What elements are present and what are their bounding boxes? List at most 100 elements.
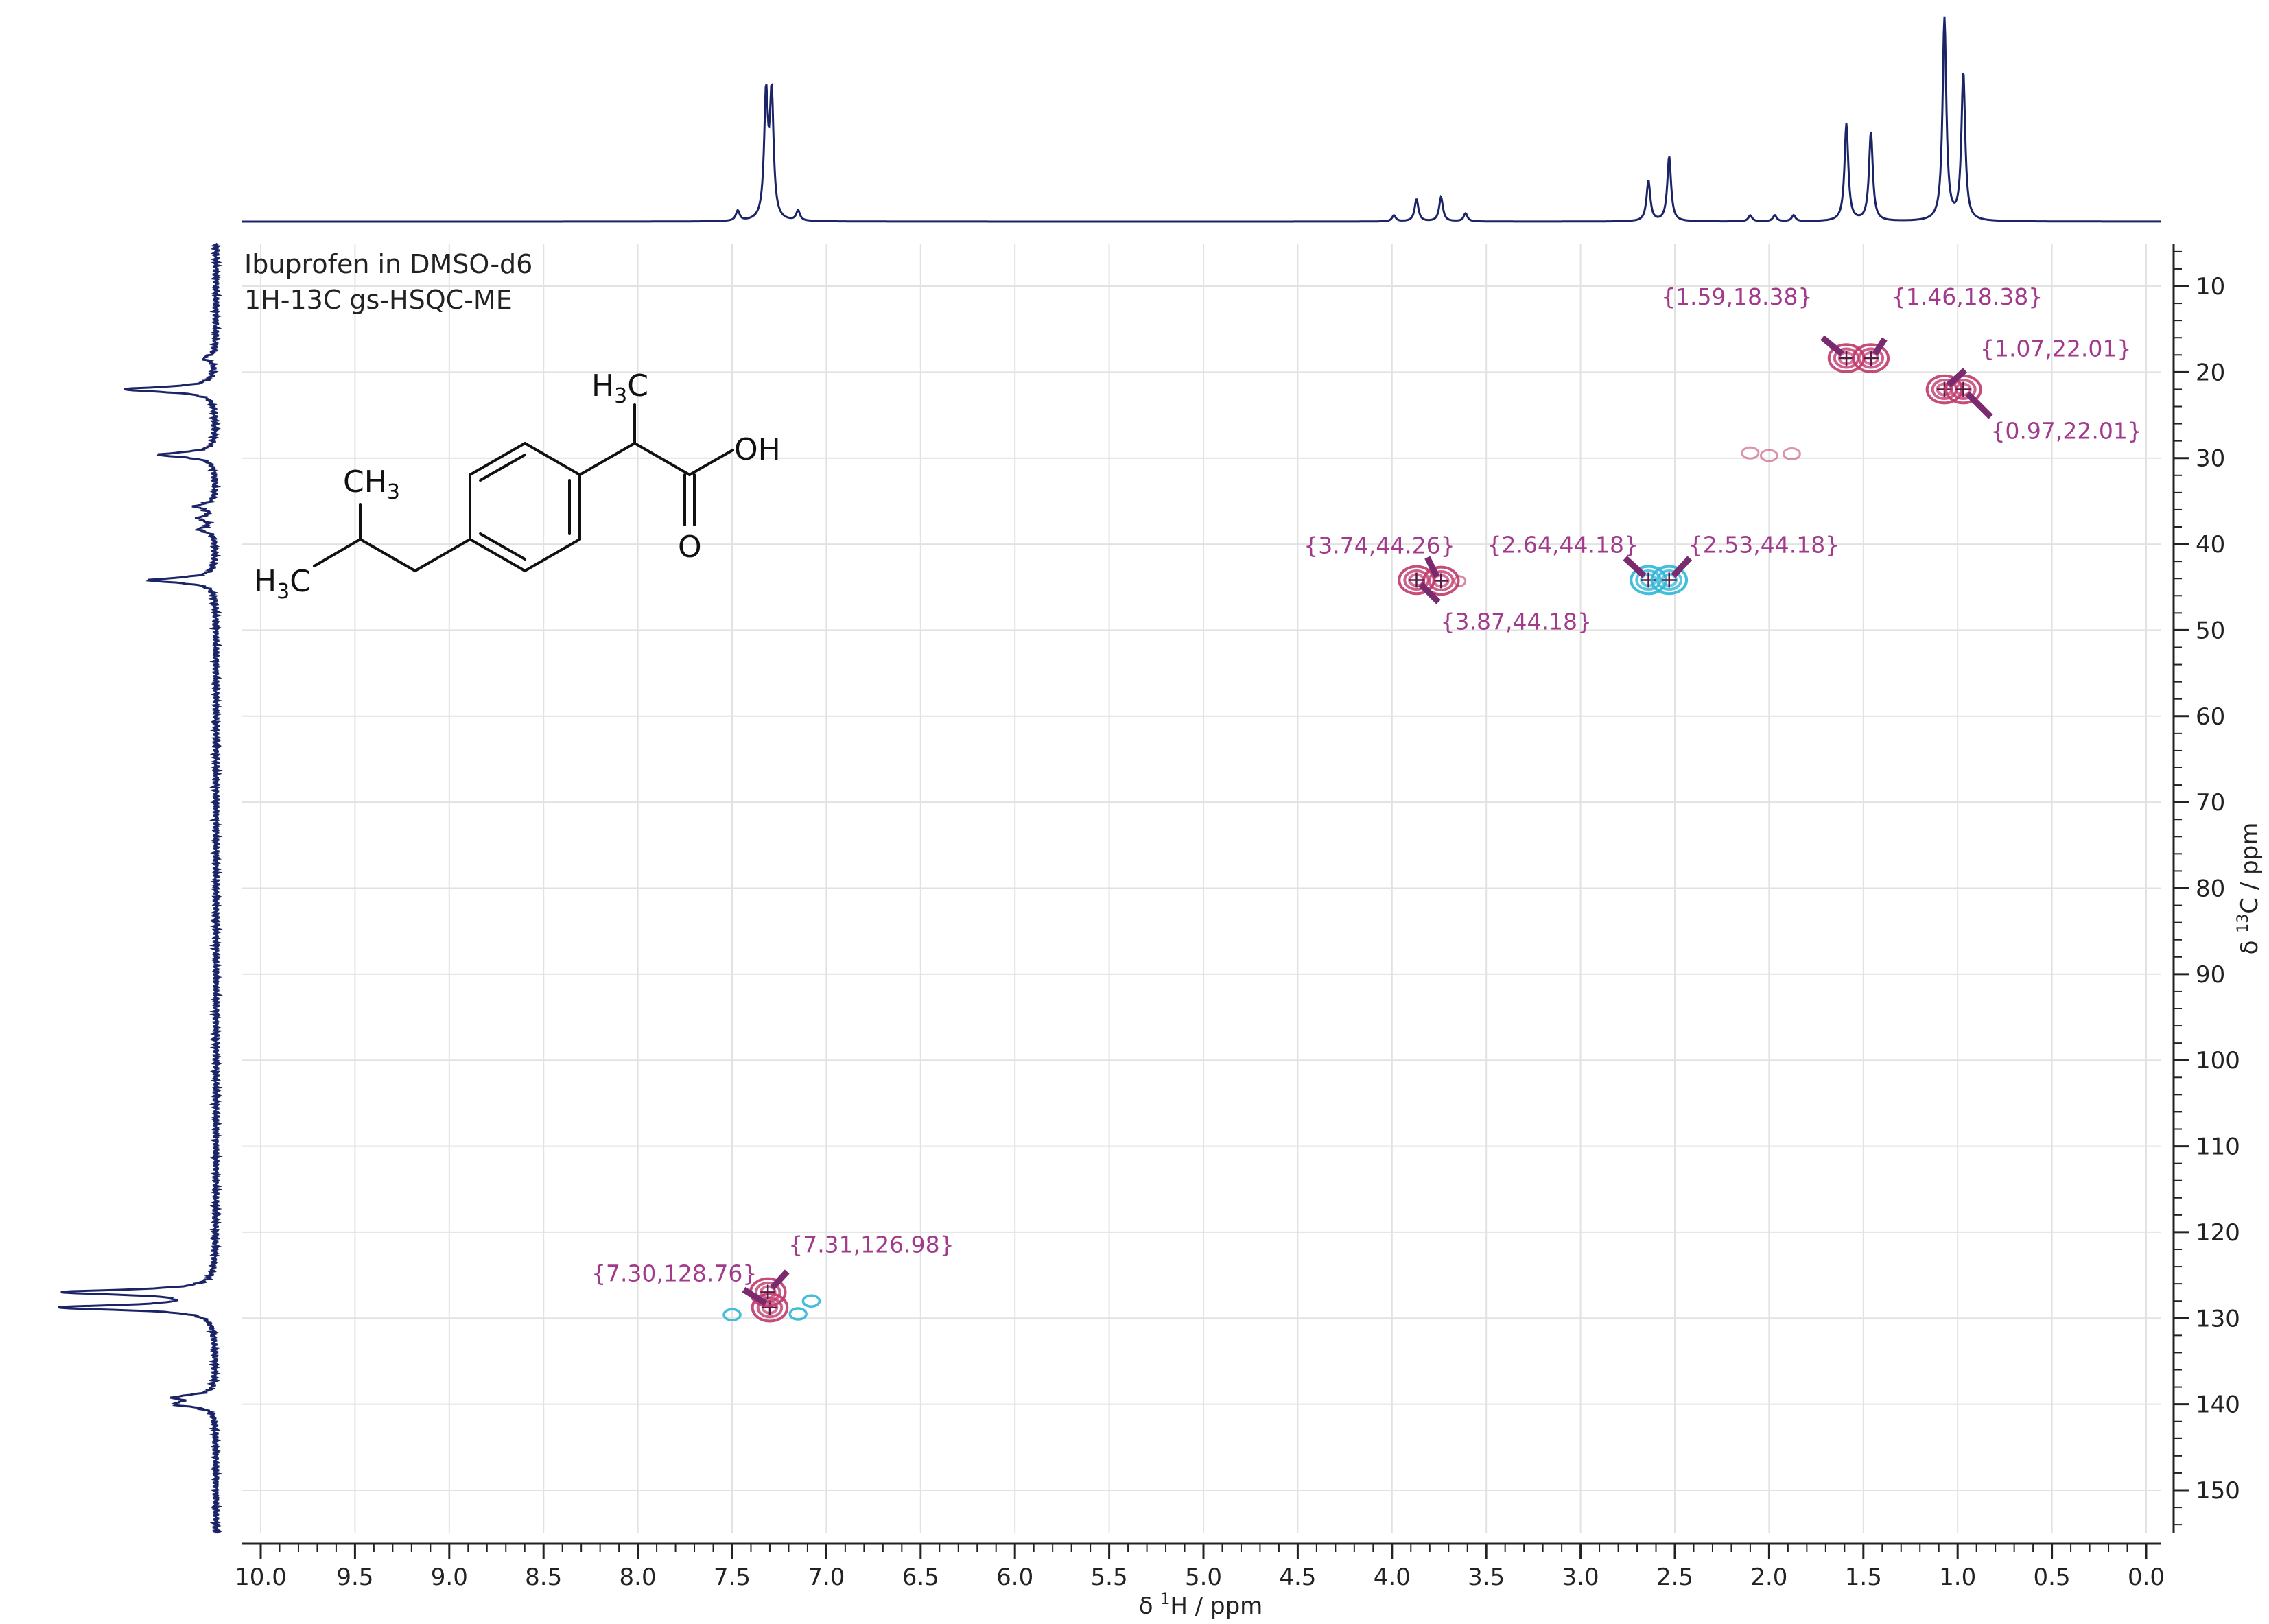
contour-ring <box>1656 569 1683 591</box>
x-tick-label: 1.0 <box>1939 1564 1976 1591</box>
contour-ring <box>1403 569 1430 591</box>
x-axis-title: δ 1H / ppm <box>1139 1591 1263 1620</box>
annotation-arrow <box>1623 556 1647 578</box>
artifact-contour <box>722 446 1801 1322</box>
grid-layer <box>242 244 2161 1533</box>
x-tick-label: 3.5 <box>1468 1564 1505 1591</box>
peak-label-text: {1.59,18.38} <box>1661 283 1812 310</box>
artifact-ring <box>1782 447 1801 460</box>
y-tick-label: 60 <box>2196 703 2225 731</box>
y-tick-label: 30 <box>2196 445 2225 473</box>
peak-label-text: {1.07,22.01} <box>1980 336 2131 362</box>
x-tick-label: 5.5 <box>1091 1564 1128 1591</box>
annotation-arrow <box>1671 556 1693 578</box>
artifact-ring <box>722 1308 742 1322</box>
contour-ring <box>751 1292 789 1323</box>
x-tick-label: 6.5 <box>902 1564 939 1591</box>
molecule-structure-ibuprofen <box>313 403 734 573</box>
artifact-ring <box>1453 575 1467 587</box>
contour-ring <box>1857 347 1885 369</box>
molecule-labels: H3C OH O CH3 H3C <box>254 368 781 604</box>
peak-label-text: {7.30,128.76} <box>591 1260 757 1287</box>
bond-c-oh <box>688 449 734 476</box>
peak-label-text: {2.64,44.18} <box>1488 531 1638 558</box>
artifact-ring <box>801 1294 821 1308</box>
x-tick-label: 6.0 <box>996 1564 1033 1591</box>
x-tick-label: 4.5 <box>1279 1564 1316 1591</box>
x-tick-label: 4.0 <box>1374 1564 1411 1591</box>
contour-ring <box>1398 565 1435 596</box>
x-tick-label: 8.5 <box>525 1564 562 1591</box>
bond-ring-chch3 <box>578 442 636 476</box>
x-tick-label: 2.0 <box>1750 1564 1787 1591</box>
contour-peak-1 <box>1852 343 1890 373</box>
benzene-ring <box>469 441 581 573</box>
mol-label-o: O <box>678 530 702 565</box>
proton-projection-trace <box>242 16 2161 223</box>
annotation-arrow <box>1965 391 1993 419</box>
annotation-arrow <box>742 1286 768 1306</box>
axis-layer: 10.0 9.5 9.0 8.5 8.0 7.5 7.0 6.5 6.0 5.5 5.0 4.5 4.0… <box>235 244 2240 1591</box>
y-tick-label: 140 <box>2196 1391 2240 1419</box>
y-tick-label: 20 <box>2196 359 2225 386</box>
carbon-projection-trace <box>58 242 224 1534</box>
peak-label-layer: {1.59,18.38} {1.46,18.38} {1.07,22.01} {0.9… <box>591 283 2142 1306</box>
y-tick-label: 80 <box>2196 875 2225 903</box>
x-tick-label: 9.0 <box>431 1564 468 1591</box>
contour-peak-5 <box>1398 565 1435 596</box>
artifact-ring <box>1759 449 1778 462</box>
bond-ring-ch2 <box>414 538 471 572</box>
mol-label-ch3: CH3 <box>343 464 400 504</box>
peak-annotation-6: {2.64,44.18} <box>1488 531 1647 578</box>
bond-ch2-ch <box>359 538 416 572</box>
x-tick-label: 7.0 <box>808 1564 845 1591</box>
contour-ring <box>754 1281 781 1303</box>
x-tick-label: 9.5 <box>336 1564 373 1591</box>
mol-label-h3c-left: H3C <box>254 564 311 604</box>
contour-ring <box>1635 569 1662 591</box>
y-tick-label: 90 <box>2196 961 2225 989</box>
contour-peak-3 <box>1944 374 1982 405</box>
y-tick-label: 130 <box>2196 1305 2240 1332</box>
ring-double-bond-3 <box>479 532 526 561</box>
annotation-arrow <box>769 1269 790 1291</box>
bond-ch-h3c <box>313 538 362 567</box>
peak-annotation-5: {3.87,44.18} <box>1418 582 1592 635</box>
contour-ring <box>1852 343 1890 373</box>
contour-ring <box>1950 379 1977 401</box>
peak-annotation-7: {2.53,44.18} <box>1671 531 1839 578</box>
peak-annotation-2: {1.07,22.01} <box>1946 336 2131 388</box>
x-tick-label: 7.5 <box>714 1564 751 1591</box>
x-tick-label: 2.5 <box>1656 1564 1693 1591</box>
annotation-arrow <box>1418 582 1441 604</box>
x-tick-label: 3.0 <box>1562 1564 1599 1591</box>
info-line-2: 1H-13C gs-HSQC-ME <box>244 285 513 315</box>
x-tick-label: 10.0 <box>235 1564 287 1591</box>
peak-annotation-4: {3.74,44.26} <box>1304 532 1455 578</box>
x-tick-label: 1.5 <box>1845 1564 1882 1591</box>
carbon-projection <box>58 242 224 1534</box>
info-line-1: Ibuprofen in DMSO-d6 <box>244 249 532 279</box>
peak-annotation-0: {1.59,18.38} <box>1661 283 1844 357</box>
contour-peak-7 <box>1650 565 1689 596</box>
x-tick-label: 5.0 <box>1185 1564 1222 1591</box>
y-tick-label: 150 <box>2196 1477 2240 1505</box>
y-tick-label: 120 <box>2196 1219 2240 1247</box>
peak-label-text: {3.87,44.18} <box>1441 608 1592 635</box>
y-tick-label: 100 <box>2196 1047 2240 1074</box>
y-tick-label: 110 <box>2196 1133 2240 1161</box>
bond-ch-carboxyl <box>633 442 691 476</box>
x-tick-label: 0.5 <box>2034 1564 2071 1591</box>
annotation-arrow <box>1820 335 1844 357</box>
peak-annotation-9: {7.31,126.98} <box>769 1231 954 1291</box>
mol-label-h3c-top: H3C <box>591 368 648 408</box>
annotation-arrow <box>1872 337 1888 356</box>
peak-label-text: {3.74,44.26} <box>1304 532 1455 558</box>
y-tick-label: 40 <box>2196 531 2225 558</box>
peak-annotation-3: {0.97,22.01} <box>1965 391 2142 445</box>
peak-annotation-8: {7.30,128.76} <box>591 1260 768 1306</box>
ring-double-bond-1 <box>479 454 526 482</box>
peak-label-text: {0.97,22.01} <box>1990 418 2141 445</box>
